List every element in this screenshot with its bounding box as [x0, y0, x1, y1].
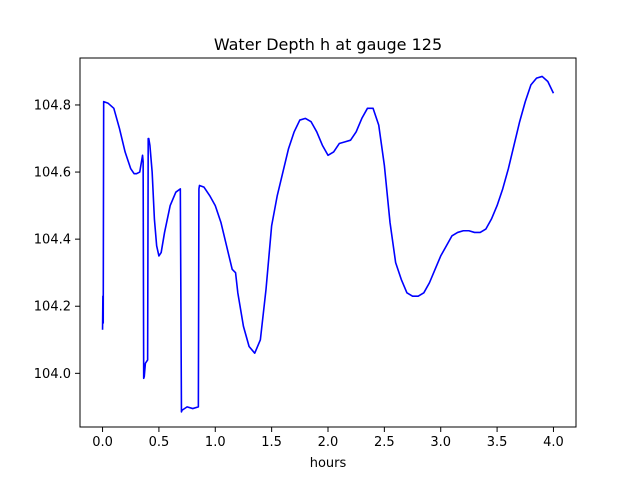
x-tick-label: 0.5 [149, 435, 170, 450]
x-axis: 0.0 0.5 1.0 1.5 2.0 2.5 3.0 3.5 4.0 [92, 427, 564, 450]
series-line-water-depth [101, 75, 555, 413]
x-tick-label: 2.5 [374, 435, 395, 450]
x-tick-label: 0.0 [92, 435, 113, 450]
y-tick-label: 104.6 [34, 166, 71, 181]
y-tick-label: 104.0 [34, 367, 71, 382]
plot-area [101, 75, 555, 413]
axes-frame [79, 57, 577, 428]
y-tick-label: 104.2 [34, 300, 71, 315]
y-tick-label: 104.8 [34, 98, 71, 113]
x-axis-label: hours [310, 456, 347, 471]
x-tick-label: 3.5 [487, 435, 508, 450]
x-tick-label: 3.0 [430, 435, 451, 450]
x-tick-label: 2.0 [318, 435, 339, 450]
chart-title: Water Depth h at gauge 125 [214, 35, 442, 54]
x-tick-label: 4.0 [543, 435, 564, 450]
x-tick-label: 1.0 [205, 435, 226, 450]
x-tick-label: 1.5 [261, 435, 282, 450]
y-tick-label: 104.4 [34, 233, 71, 248]
y-axis: 104.0 104.2 104.4 104.6 104.8 [34, 98, 80, 382]
